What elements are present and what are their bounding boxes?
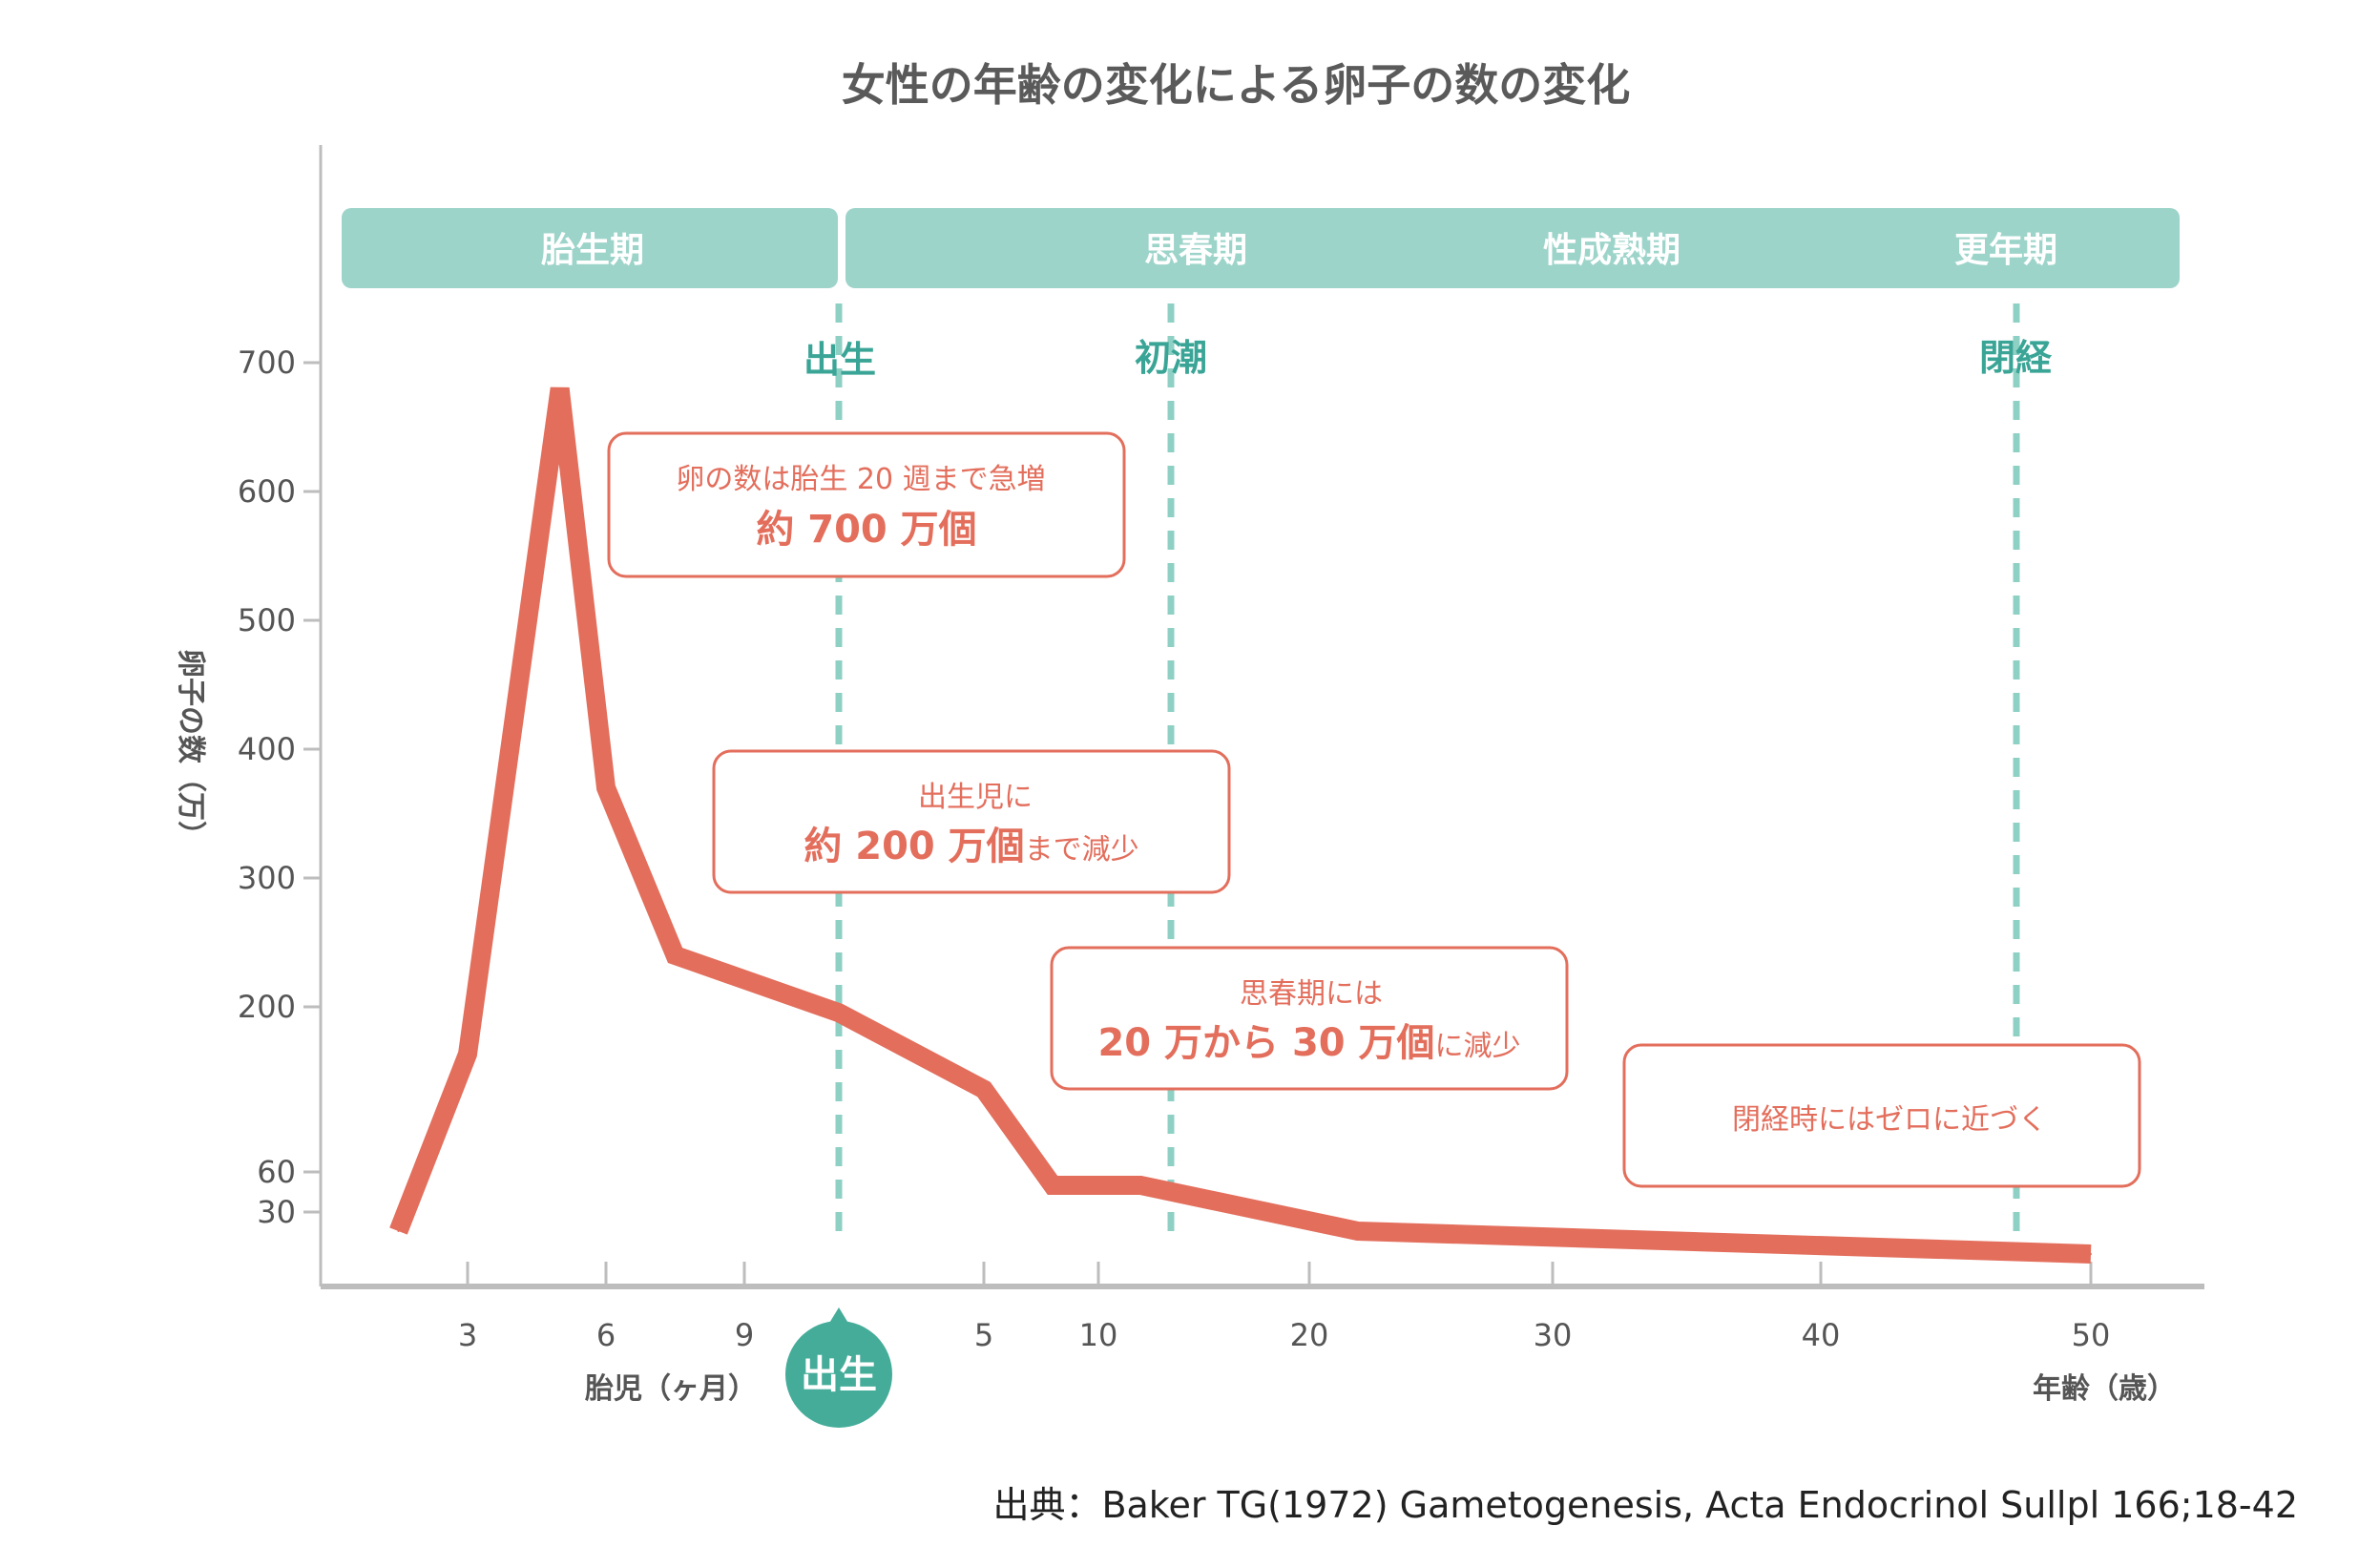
phase-band-postnatal xyxy=(845,208,2180,288)
annotation-box-700: 卵の数は胎生 20 週まで急増 約 700 万個 xyxy=(607,431,1126,578)
series-point xyxy=(605,786,607,789)
x-tick-label: 30 xyxy=(1534,1317,1573,1353)
y-tick-label: 60 xyxy=(257,1154,296,1190)
event-label-menopause: 閉経 xyxy=(1979,337,2053,379)
series-point xyxy=(558,387,561,389)
y-tick-label: 600 xyxy=(238,473,296,510)
x-tick-label: 3 xyxy=(458,1317,477,1353)
x-tick-label: 10 xyxy=(1079,1317,1118,1353)
birth-badge-circle xyxy=(785,1321,892,1428)
annotation-puberty-text: 20 万から 30 万個に減少 xyxy=(1097,1021,1520,1065)
series-point xyxy=(2090,1253,2092,1255)
phase-label-menopause: 更年期 xyxy=(1954,231,2057,270)
event-label-menarche: 初潮 xyxy=(1135,337,1207,379)
phase-label-puberty: 思春期 xyxy=(1144,231,1247,270)
annotation-puberty-small: 思春期には xyxy=(1240,977,1383,1011)
series-point xyxy=(1357,1230,1359,1232)
x-ticks: 3 6 9 5 10 20 30 40 50 xyxy=(458,1262,2111,1353)
annotation-menopause-text: 閉経時にはゼロに近づく xyxy=(1732,1103,2047,1137)
series-point xyxy=(674,954,677,956)
source-citation: 出典：Baker TG(1972) Gametogenesis, Acta En… xyxy=(992,1484,2298,1526)
annotation-700-big: 約 700 万個 xyxy=(756,508,976,552)
series-point xyxy=(983,1088,985,1091)
x-tick-label: 50 xyxy=(2072,1317,2111,1353)
x-axis-age-label: 年齢（歳） xyxy=(2033,1372,2176,1406)
series-point xyxy=(1139,1184,1142,1186)
annotation-700-small: 卵の数は胎生 20 週まで急増 xyxy=(676,463,1045,496)
phase-band-fetal xyxy=(342,208,838,288)
x-tick-label: 20 xyxy=(1290,1317,1329,1353)
series-point xyxy=(467,1053,469,1056)
annotation-puberty-suffix: に減少 xyxy=(1435,1030,1521,1063)
x-tick-label: 40 xyxy=(1802,1317,1841,1353)
annotation-200-small: 出生児に xyxy=(918,781,1033,814)
y-tick-label: 200 xyxy=(238,989,296,1025)
chart-title: 女性の年齢の変化による卵子の数の変化 xyxy=(842,59,1631,111)
x-tick-label: 5 xyxy=(974,1317,993,1353)
annotation-200-text: 約 200 万個まで減少 xyxy=(804,825,1138,868)
annotation-200-big: 約 200 万個 xyxy=(804,825,1024,868)
birth-badge: 出生 xyxy=(785,1307,892,1428)
annotation-200-suffix: まで減少 xyxy=(1025,833,1139,867)
birth-badge-pointer xyxy=(828,1307,849,1325)
annotation-box-menopause: 閉経時にはゼロに近づく xyxy=(1622,1043,2141,1188)
y-ticks: 700 600 500 400 300 200 60 30 xyxy=(238,345,321,1230)
x-tick-label: 9 xyxy=(735,1317,754,1353)
annotation-box-200: 出生児に 約 200 万個まで減少 xyxy=(712,749,1231,894)
annotation-box-puberty: 思春期には 20 万から 30 万個に減少 xyxy=(1050,946,1569,1091)
y-tick-label: 300 xyxy=(238,860,296,896)
birth-badge-label: 出生 xyxy=(801,1353,877,1397)
y-tick-label: 500 xyxy=(238,602,296,638)
x-axis-fetal-label: 胎児（ヶ月） xyxy=(584,1372,757,1406)
series-point xyxy=(838,1012,840,1014)
y-tick-label: 700 xyxy=(238,345,296,381)
annotation-puberty-big: 20 万から 30 万個 xyxy=(1097,1021,1434,1065)
series-point xyxy=(397,1230,400,1232)
x-tick-label: 6 xyxy=(596,1317,616,1353)
y-tick-label: 400 xyxy=(238,731,296,767)
y-axis-label: 卵子の数（万） xyxy=(174,649,207,849)
event-label-birth: 出生 xyxy=(804,339,876,381)
series-point xyxy=(1052,1184,1054,1186)
phase-label-maturity: 性成熟期 xyxy=(1543,231,1681,270)
phase-label-fetal: 胎生期 xyxy=(541,231,644,270)
series-points xyxy=(397,387,2092,1255)
y-tick-label: 30 xyxy=(257,1194,296,1230)
